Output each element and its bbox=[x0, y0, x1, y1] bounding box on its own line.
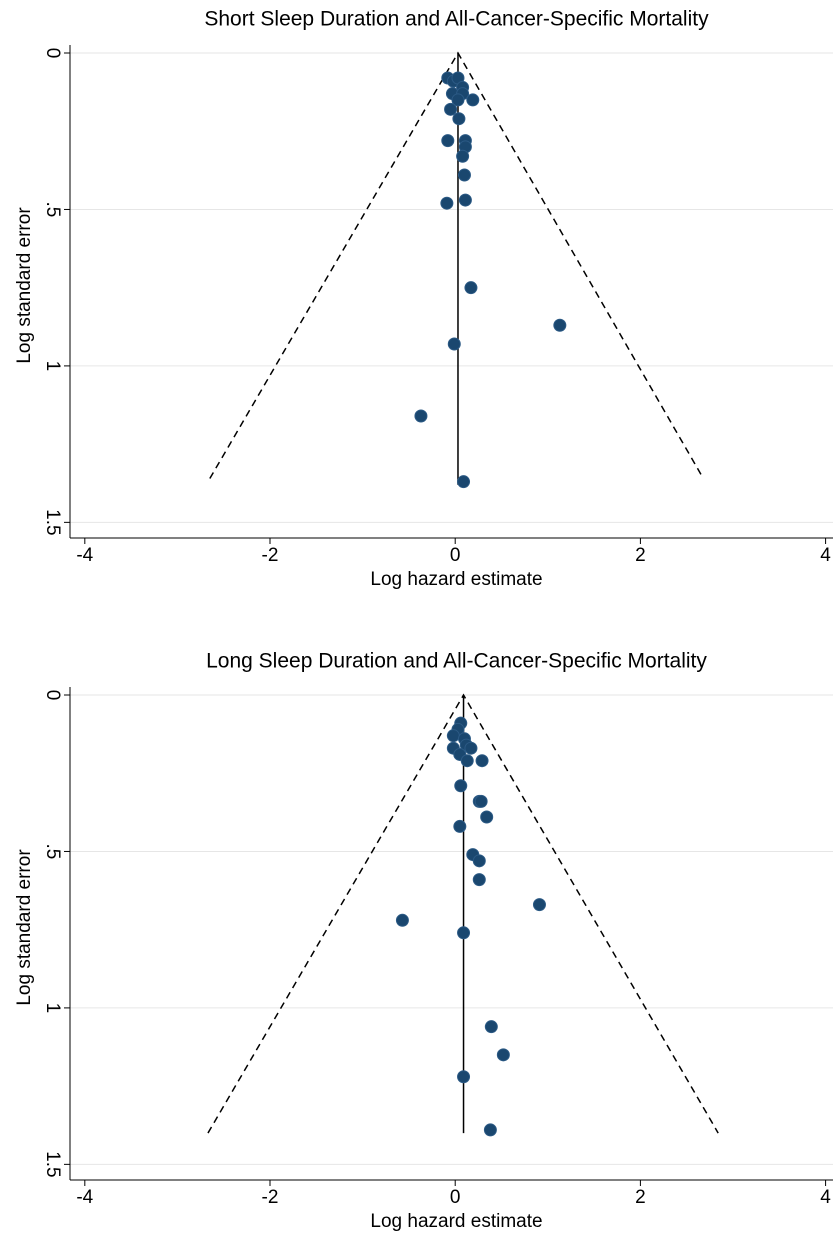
point bbox=[464, 281, 478, 295]
point bbox=[464, 741, 478, 755]
point bbox=[457, 168, 471, 182]
point bbox=[453, 819, 467, 833]
point bbox=[460, 754, 474, 768]
point bbox=[483, 1123, 497, 1137]
x-tick-label: -2 bbox=[262, 1187, 279, 1208]
chart-title: Short Sleep Duration and All-Cancer-Spec… bbox=[204, 8, 709, 31]
point bbox=[553, 318, 567, 332]
point bbox=[457, 926, 471, 940]
point bbox=[458, 193, 472, 207]
y-tick-label: .5 bbox=[42, 202, 63, 218]
y-tick-label: 1.5 bbox=[42, 509, 63, 535]
point bbox=[452, 112, 466, 126]
point bbox=[457, 1070, 471, 1084]
x-tick-label: 0 bbox=[450, 545, 461, 566]
point bbox=[414, 409, 428, 423]
x-tick-label: 4 bbox=[820, 545, 831, 566]
x-tick-label: 2 bbox=[635, 1187, 646, 1208]
y-tick-label: 1 bbox=[42, 1003, 63, 1014]
point bbox=[440, 196, 454, 210]
point bbox=[456, 149, 470, 163]
point bbox=[472, 873, 486, 887]
point bbox=[454, 779, 468, 793]
point bbox=[451, 93, 465, 107]
y-tick-label: .5 bbox=[42, 844, 63, 860]
x-axis-label: Log hazard estimate bbox=[370, 1211, 542, 1232]
point bbox=[496, 1048, 510, 1062]
point bbox=[474, 794, 488, 808]
point bbox=[395, 913, 409, 927]
x-tick-label: 4 bbox=[820, 1187, 831, 1208]
point bbox=[441, 134, 455, 148]
x-tick-label: 2 bbox=[635, 545, 646, 566]
y-tick-label: 0 bbox=[42, 48, 63, 59]
x-tick-label: 0 bbox=[450, 1187, 461, 1208]
y-axis-label: Log standard error bbox=[14, 207, 35, 364]
point bbox=[532, 898, 546, 912]
x-tick-label: -2 bbox=[262, 545, 279, 566]
point bbox=[466, 93, 480, 107]
y-tick-label: 1.5 bbox=[42, 1151, 63, 1177]
y-tick-label: 1 bbox=[42, 361, 63, 372]
point bbox=[446, 729, 460, 743]
x-tick-label: -4 bbox=[76, 545, 93, 566]
y-tick-label: 0 bbox=[42, 690, 63, 701]
x-axis-label: Log hazard estimate bbox=[370, 569, 542, 590]
point bbox=[472, 854, 486, 868]
y-axis-label: Log standard error bbox=[14, 849, 35, 1006]
chart-title: Long Sleep Duration and All-Cancer-Speci… bbox=[206, 650, 707, 673]
point bbox=[475, 754, 489, 768]
point bbox=[444, 102, 458, 116]
point bbox=[447, 337, 461, 351]
point bbox=[484, 1020, 498, 1034]
x-tick-label: -4 bbox=[76, 1187, 93, 1208]
point bbox=[480, 810, 494, 824]
point bbox=[457, 475, 471, 489]
